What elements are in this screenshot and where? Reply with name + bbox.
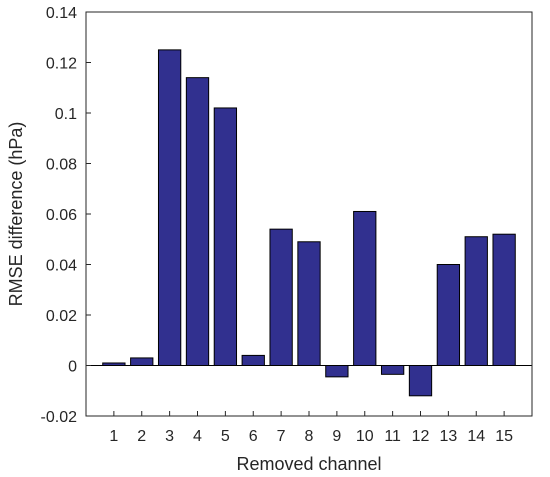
bar-channel-15 xyxy=(492,233,516,366)
y-tick-label: 0.1 xyxy=(55,106,77,123)
x-tick-label: 4 xyxy=(193,428,202,445)
x-tick-label: 3 xyxy=(165,428,174,445)
bar-channel-8 xyxy=(297,241,321,366)
y-tick-label: 0.14 xyxy=(46,5,77,22)
y-tick-label: -0.02 xyxy=(41,409,78,426)
x-tick-label: 15 xyxy=(495,428,513,445)
x-tick-label: 14 xyxy=(467,428,485,445)
y-tick-label: 0.04 xyxy=(46,258,77,275)
bar-channel-4 xyxy=(185,77,210,367)
x-tick-label: 6 xyxy=(249,428,258,445)
x-ticks: 1 2 3 4 5 6 7 8 9 10 11 12 13 14 15 xyxy=(109,411,513,445)
x-tick-label: 8 xyxy=(305,428,314,445)
bar-channel-2 xyxy=(130,357,154,366)
bar-channel-7 xyxy=(269,228,293,366)
x-tick-label: 9 xyxy=(332,428,341,445)
y-tick-label: 0.12 xyxy=(46,56,77,73)
bar-channel-13 xyxy=(436,264,461,366)
x-tick-label: 1 xyxy=(109,428,118,445)
bar-channel-5 xyxy=(213,107,238,366)
y-tick-label: 0.06 xyxy=(46,207,77,224)
y-tick-label: 0.02 xyxy=(46,308,77,325)
y-axis-label: RMSE difference (hPa) xyxy=(6,122,26,307)
x-tick-label: 10 xyxy=(356,428,374,445)
x-tick-label: 5 xyxy=(221,428,230,445)
bar-channel-11 xyxy=(380,365,405,375)
x-tick-label: 7 xyxy=(277,428,286,445)
bars-group xyxy=(102,49,516,397)
bar-channel-10 xyxy=(353,210,377,366)
y-ticks: -0.02 0 0.02 0.04 0.06 0.08 0.1 0.12 0.14 xyxy=(41,5,91,426)
y-tick-label: 0.08 xyxy=(46,157,77,174)
x-tick-label: 12 xyxy=(412,428,430,445)
y-tick-label: 0 xyxy=(68,359,77,376)
x-tick-label: 11 xyxy=(384,428,401,445)
bar-channel-9 xyxy=(325,365,349,378)
bar-channel-6 xyxy=(241,354,265,366)
bar-channel-12 xyxy=(408,365,433,397)
bar-channel-3 xyxy=(157,49,182,366)
x-axis-label: Removed channel xyxy=(236,454,381,474)
x-tick-label: 13 xyxy=(439,428,457,445)
x-tick-label: 2 xyxy=(137,428,146,445)
bar-channel-14 xyxy=(464,236,488,366)
